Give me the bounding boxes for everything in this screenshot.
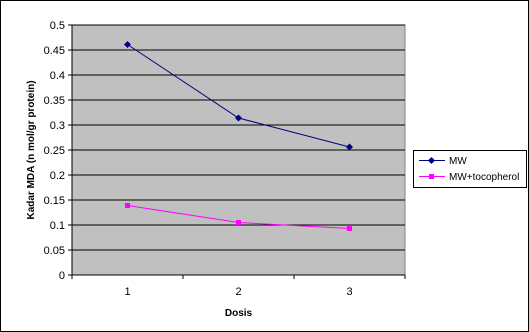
y-tick-label: 0.45 [44,45,65,57]
y-tick-label: 0.2 [50,170,65,182]
data-point [235,114,242,122]
data-point [124,41,131,48]
y-tick-label: 0.5 [50,20,65,32]
y-tick-label: 0.4 [50,70,65,82]
y-tick-label: 0.1 [50,220,65,232]
legend-swatch-mw-tocopherol [418,172,446,182]
y-tick-label: 0.35 [44,95,65,107]
y-tick-label: 0.05 [44,245,65,257]
y-axis-title: Kadar MDA (n mol/gr protein) [26,80,37,219]
legend-label-mw-tocopherol: MW+tocopherol [449,171,520,183]
data-point [346,143,353,151]
x-axis-tick-labels: 1 2 3 [124,286,352,298]
x-tick-label: 3 [346,286,352,298]
x-axis-title: Dosis [225,308,253,319]
legend-swatch-mw [418,156,446,166]
series-lines [124,41,353,231]
x-tick-label: 2 [235,286,241,298]
legend-item-mw-tocopherol: MW+tocopherol [418,170,519,184]
y-tick-label: 0.3 [50,120,65,132]
data-point [347,226,352,231]
legend-label-mw: MW [449,155,467,167]
y-axis-tick-labels: 0 0.05 0.1 0.15 0.2 0.25 0.3 0.35 0.4 0.45 0.5 [44,20,65,282]
legend-item-mw: MW [418,154,467,168]
y-tick-label: 0.25 [44,145,65,157]
y-tick-label: 0.15 [44,195,65,207]
x-tick-label: 1 [124,286,130,298]
data-point [236,220,241,225]
axes [68,24,406,279]
y-tick-label: 0 [59,270,65,282]
legend: MW MW+tocopherol [413,150,527,188]
data-point [125,203,130,208]
